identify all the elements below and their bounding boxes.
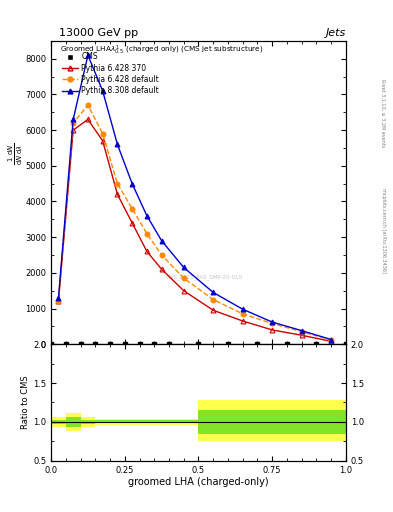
Bar — [287, 400, 316, 441]
Bar — [198, 410, 228, 434]
Pythia 6.428 370 — [299, 332, 304, 338]
Pythia 6.428 default — [211, 296, 216, 303]
Pythia 6.428 370 — [56, 298, 61, 305]
Bar — [169, 420, 198, 423]
Pythia 8.308 default — [329, 336, 333, 343]
Bar — [95, 420, 110, 423]
Pythia 8.308 default — [241, 306, 245, 312]
Text: 13000 GeV pp: 13000 GeV pp — [59, 28, 138, 38]
Bar — [51, 420, 66, 424]
Pythia 6.428 default — [270, 321, 275, 327]
Pythia 8.308 default — [182, 264, 186, 270]
Pythia 6.428 default — [56, 298, 61, 305]
Pythia 6.428 370 — [115, 191, 120, 198]
Line: Pythia 6.428 default: Pythia 6.428 default — [56, 103, 334, 343]
Text: mcplots.cern.ch [arXiv:1306.3436]: mcplots.cern.ch [arXiv:1306.3436] — [381, 188, 386, 273]
Pythia 6.428 default — [130, 205, 134, 211]
Bar — [228, 400, 243, 441]
Bar — [66, 417, 81, 426]
Bar — [257, 410, 287, 434]
Text: Jets: Jets — [325, 28, 346, 38]
Y-axis label: Ratio to CMS: Ratio to CMS — [21, 376, 30, 429]
Text: Rivet 3.1.10, ≥ 3.2M events: Rivet 3.1.10, ≥ 3.2M events — [381, 78, 386, 147]
Pythia 8.308 default — [86, 52, 90, 58]
Line: Pythia 8.308 default: Pythia 8.308 default — [56, 53, 334, 342]
Pythia 6.428 370 — [270, 327, 275, 333]
Bar — [316, 400, 346, 441]
Bar — [140, 419, 169, 425]
X-axis label: groomed LHA (charged-only): groomed LHA (charged-only) — [128, 477, 269, 487]
Bar — [287, 410, 316, 434]
Pythia 6.428 default — [159, 252, 164, 258]
Legend: CMS, Pythia 6.428 370, Pythia 6.428 default, Pythia 8.308 default: CMS, Pythia 6.428 370, Pythia 6.428 defa… — [61, 51, 161, 97]
Pythia 6.428 default — [145, 230, 149, 237]
Pythia 6.428 370 — [182, 288, 186, 294]
Pythia 6.428 370 — [145, 248, 149, 254]
Line: Pythia 6.428 370: Pythia 6.428 370 — [56, 117, 334, 344]
Pythia 6.428 370 — [211, 307, 216, 313]
Text: Groomed LHA$\lambda^{1}_{0.5}$ (charged only) (CMS jet substructure): Groomed LHA$\lambda^{1}_{0.5}$ (charged … — [60, 44, 263, 57]
Bar — [81, 420, 95, 424]
Pythia 8.308 default — [211, 289, 216, 295]
Pythia 8.308 default — [299, 328, 304, 334]
Pythia 8.308 default — [56, 295, 61, 301]
Bar — [140, 420, 169, 423]
Pythia 6.428 default — [86, 102, 90, 108]
Bar — [169, 419, 198, 425]
Pythia 6.428 default — [115, 181, 120, 187]
Pythia 6.428 default — [299, 329, 304, 335]
Pythia 6.428 370 — [329, 338, 333, 345]
Text: CMS_2021_PAS_SMP-20-010: CMS_2021_PAS_SMP-20-010 — [166, 274, 243, 280]
Bar — [51, 417, 66, 426]
Bar — [66, 413, 81, 431]
Pythia 6.428 default — [241, 311, 245, 317]
Pythia 6.428 370 — [130, 220, 134, 226]
Bar — [110, 420, 140, 423]
Pythia 6.428 default — [329, 337, 333, 343]
Pythia 6.428 default — [182, 275, 186, 281]
Pythia 6.428 370 — [71, 127, 75, 133]
Pythia 8.308 default — [130, 181, 134, 187]
Pythia 6.428 default — [100, 131, 105, 137]
Bar — [198, 400, 228, 441]
Bar — [257, 400, 287, 441]
Bar — [110, 419, 140, 425]
Bar — [316, 410, 346, 434]
Text: $\frac{1}{\mathrm{d}N}\frac{\mathrm{d}N}{\mathrm{d}\lambda}$: $\frac{1}{\mathrm{d}N}\frac{\mathrm{d}N}… — [7, 142, 25, 165]
Pythia 8.308 default — [71, 116, 75, 122]
Pythia 6.428 370 — [159, 266, 164, 272]
Pythia 8.308 default — [115, 141, 120, 147]
Pythia 6.428 370 — [86, 116, 90, 122]
Pythia 8.308 default — [159, 238, 164, 244]
Pythia 6.428 default — [71, 120, 75, 126]
Pythia 8.308 default — [270, 319, 275, 325]
Bar — [81, 417, 95, 426]
Pythia 8.308 default — [145, 212, 149, 219]
Pythia 8.308 default — [100, 88, 105, 94]
Bar — [95, 419, 110, 425]
Pythia 6.428 370 — [100, 138, 105, 144]
Bar — [228, 410, 243, 434]
Bar — [243, 410, 257, 434]
Pythia 6.428 370 — [241, 318, 245, 324]
Bar — [243, 400, 257, 441]
